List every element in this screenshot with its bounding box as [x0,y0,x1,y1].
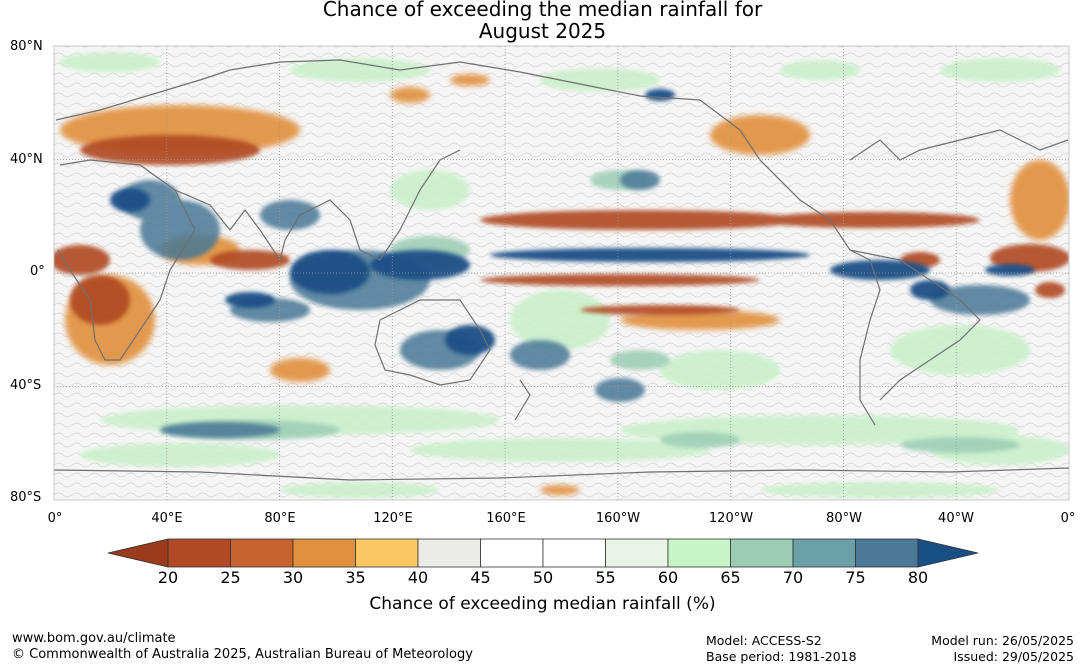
lat-label-equator: 0° [30,264,45,279]
map-title-line2: August 2025 [478,19,607,43]
colorbar-tick: 25 [220,568,241,587]
lat-label-80n: 80°N [10,39,43,54]
lat-label-40n: 40°N [10,152,43,167]
colorbar-label: Chance of exceeding median rainfall (%) [369,594,716,614]
colorbar-tick: 45 [470,568,491,587]
colorbar-swatch [542,538,606,568]
colorbar-tick: 60 [657,568,679,587]
footer-model-info: Model: ACCESS-S2 Base period: 1981-2018 [706,633,857,665]
coastlines [54,59,1069,481]
colorbar-swatch [667,538,731,568]
colorbar [107,538,979,568]
colorbar-swatch [292,538,356,568]
colorbar-tick: 80 [907,568,929,587]
footer-model: Model: ACCESS-S2 [706,633,822,648]
light-green-areas [60,52,1069,498]
colorbar-min-arrow [107,538,169,568]
lon-label-40e: 40°E [151,511,183,526]
lat-label-40s: 40°S [10,378,42,393]
gridlines [54,46,1069,500]
colorbar-tick: 75 [845,568,866,587]
colorbar-tick: 40 [407,568,429,587]
colorbar-swatch [167,538,231,568]
colorbar-swatch [417,538,481,568]
colorbar-max-arrow [917,538,979,568]
colorbar-swatch [792,538,856,568]
lon-label-0-end: 0° [1060,511,1076,526]
lon-label-0: 0° [47,511,63,526]
lat-label-80s: 80°S [10,490,42,505]
lon-label-160w: 160°W [595,511,641,526]
lon-label-120w: 120°W [708,511,754,526]
colorbar-tick: 50 [532,568,554,587]
colorbar-swatch [230,538,294,568]
colorbar-swatch [730,538,794,568]
footer-model-run: Model run: 26/05/2025 [931,633,1074,648]
colorbar-tick: 70 [782,568,804,587]
colorbar-swatch [605,538,669,568]
dark-blue-wet-areas [110,89,1035,355]
lon-label-40w: 40°W [938,511,974,526]
colorbar-swatch [855,538,919,568]
lon-label-160e: 160°E [486,511,526,526]
colorbar-tick: 55 [595,568,616,587]
lon-label-80e: 80°E [264,511,296,526]
colorbar-tick: 20 [157,568,179,587]
colorbar-tick: 30 [282,568,304,587]
rainfall-field [54,46,1069,500]
lon-label-80w: 80°W [826,511,862,526]
colorbar-swatch [480,538,544,568]
colorbar-swatch [355,538,419,568]
footer-issued: Issued: 29/05/2025 [953,649,1075,664]
brown-dry-areas [54,135,1069,325]
footer-url[interactable]: www.bom.gov.au/climate [12,631,176,646]
map-title-line1: Chance of exceeding the median rainfall … [322,0,763,21]
colorbar-tick: 65 [720,568,741,587]
footer-base-period: Base period: 1981-2018 [706,649,857,664]
colorbar-tick: 35 [345,568,366,587]
footer-dates: Model run: 26/05/2025 Issued: 29/05/2025 [931,633,1074,665]
lon-label-120e: 120°E [373,511,413,526]
footer-credits: www.bom.gov.au/climate © Commonwealth of… [12,631,473,663]
map-frame [53,45,1070,501]
footer-copyright: © Commonwealth of Australia 2025, Austra… [12,647,473,662]
